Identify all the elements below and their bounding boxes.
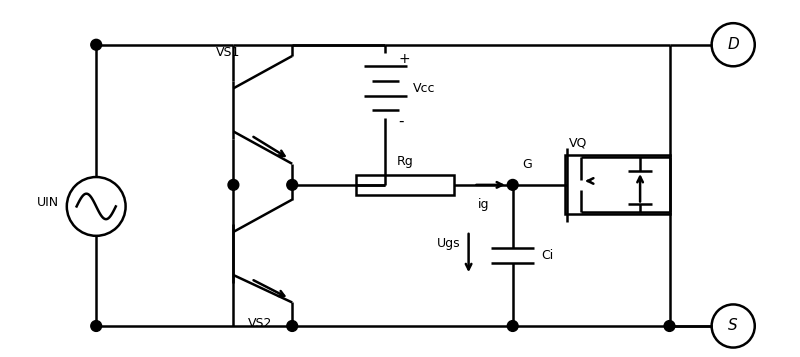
Text: G: G <box>522 158 532 171</box>
Text: Ugs: Ugs <box>437 237 461 250</box>
Text: Vcc: Vcc <box>413 82 435 95</box>
Text: Ci: Ci <box>541 249 554 262</box>
Text: -: - <box>398 114 403 129</box>
Text: Rg: Rg <box>397 155 414 168</box>
Text: VS2: VS2 <box>248 317 272 330</box>
Text: D: D <box>727 37 739 52</box>
Bar <box>356 175 454 195</box>
Circle shape <box>91 321 102 331</box>
Circle shape <box>91 39 102 50</box>
Bar <box>565 155 670 214</box>
Circle shape <box>507 180 518 190</box>
Circle shape <box>507 321 518 331</box>
Circle shape <box>228 180 238 190</box>
Text: UIN: UIN <box>37 196 59 209</box>
Circle shape <box>287 321 298 331</box>
Text: ig: ig <box>478 198 489 211</box>
Text: VS1: VS1 <box>216 46 241 59</box>
Circle shape <box>287 180 298 190</box>
Text: VQ: VQ <box>569 137 587 150</box>
Circle shape <box>664 321 675 331</box>
Text: +: + <box>398 52 410 66</box>
Text: S: S <box>728 318 738 333</box>
